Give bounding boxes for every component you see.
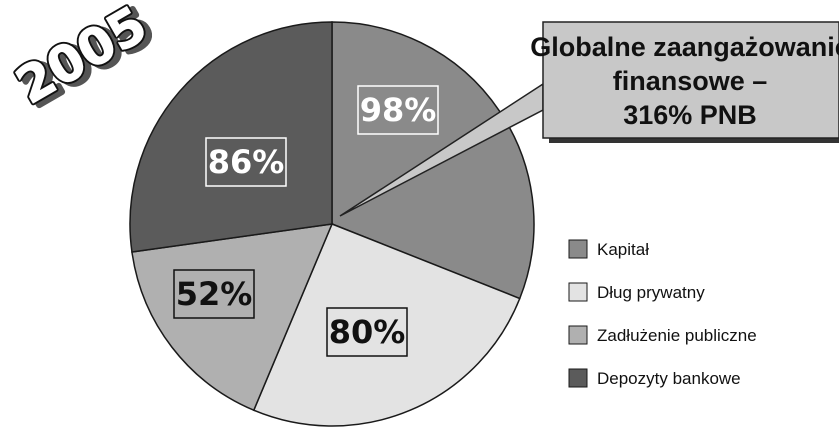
slice-label-depozyty-bankowe: 86% — [208, 143, 285, 181]
legend-label-depozyty-bankowe: Depozyty bankowe — [597, 369, 741, 388]
slice-label-zadluzenie-publiczne: 52% — [176, 275, 253, 313]
legend-swatch-kapital — [568, 239, 588, 259]
pie-slices — [129, 21, 535, 427]
legend-swatch-depozyty-bankowe — [568, 368, 588, 388]
year-title: 2005 — [7, 0, 157, 115]
callout: Globalne zaangażowanie finansowe – 316% … — [339, 21, 839, 217]
chart-title: 2005 2005 2005 — [4, 0, 165, 121]
legend-swatch-zadluzenie-publiczne — [568, 325, 588, 345]
slice-label-box-depozyty-bankowe — [205, 137, 287, 187]
slice-label-box-dlug-prywatny — [326, 307, 408, 357]
legend-label-dlug-prywatny: Dług prywatny — [597, 283, 705, 302]
callout-line-3: 316% PNB — [623, 100, 757, 130]
legend-label-kapital: Kapitał — [597, 240, 649, 259]
legend-label-zadluzenie-publiczne: Zadłużenie publiczne — [597, 326, 757, 345]
slice-labels: 98% 80% 52% 86% — [173, 85, 439, 357]
callout-box — [542, 21, 839, 139]
pie-slice-depozyty-bankowe — [129, 21, 333, 253]
legend-swatch-dlug-prywatny — [568, 282, 588, 302]
slice-label-dlug-prywatny: 80% — [329, 313, 406, 351]
slice-label-kapital: 98% — [360, 91, 437, 129]
slice-label-box-zadluzenie-publiczne — [173, 269, 255, 319]
slice-label-box-kapital — [357, 85, 439, 135]
callout-line-1: Globalne zaangażowanie — [530, 32, 839, 62]
legend: Kapitał Dług prywatny Zadłużenie publiczne… — [568, 239, 757, 388]
callout-line-2: finansowe – — [613, 66, 768, 96]
